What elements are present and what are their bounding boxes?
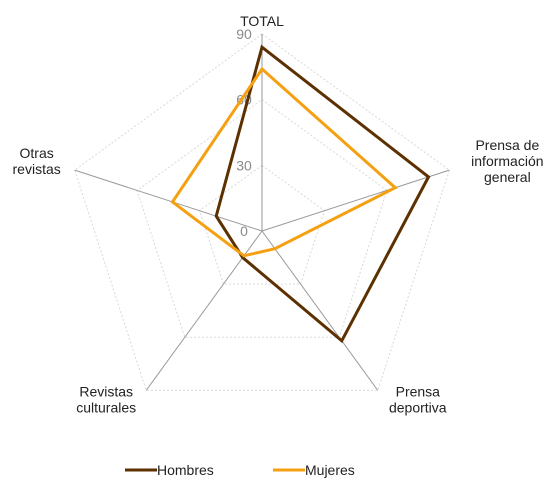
axis-label-line: deportiva [389,399,447,415]
axis-spoke [74,169,263,232]
grid-ring [136,99,388,338]
axis-label-line: Otras [20,145,54,161]
axis-label-line: Prensa de [475,137,539,153]
axis-label-line: Revistas [79,383,133,399]
legend-item-mujeres: Mujeres [273,462,355,478]
radar-axis-labels: TOTAL Prensa de información general Prensa de… [13,13,544,415]
axis-label-line: información [471,153,543,169]
series-line-hombres [214,44,431,344]
radar-grid [74,33,450,391]
axis-label-line: revistas [13,161,61,177]
axis-label: Revistas culturales [76,383,136,415]
axis-label: Prensa deportiva [389,383,447,415]
axis-label: TOTAL [240,13,284,29]
series-line-mujeres [170,66,398,258]
axis-label-line: culturales [76,399,136,415]
tick-label: 90 [236,26,252,42]
grid-ring [74,33,450,391]
axis-label-line: general [484,169,531,185]
axis-label: Prensa de información general [471,137,543,185]
axis-spoke [261,230,379,391]
radar-series [170,44,431,344]
legend-item-hombres: Hombres [125,462,214,478]
axis-label-line: Prensa [396,383,441,399]
grid-ring [198,164,326,285]
tick-label: 0 [240,223,248,239]
tick-label: 30 [236,157,252,173]
axis-spoke [261,169,450,232]
axis-label-line: TOTAL [240,13,284,29]
chart-legend: Hombres Mujeres [125,462,355,478]
legend-label: Mujeres [305,462,355,478]
axis-label: Otras revistas [13,145,61,177]
legend-label: Hombres [157,462,214,478]
